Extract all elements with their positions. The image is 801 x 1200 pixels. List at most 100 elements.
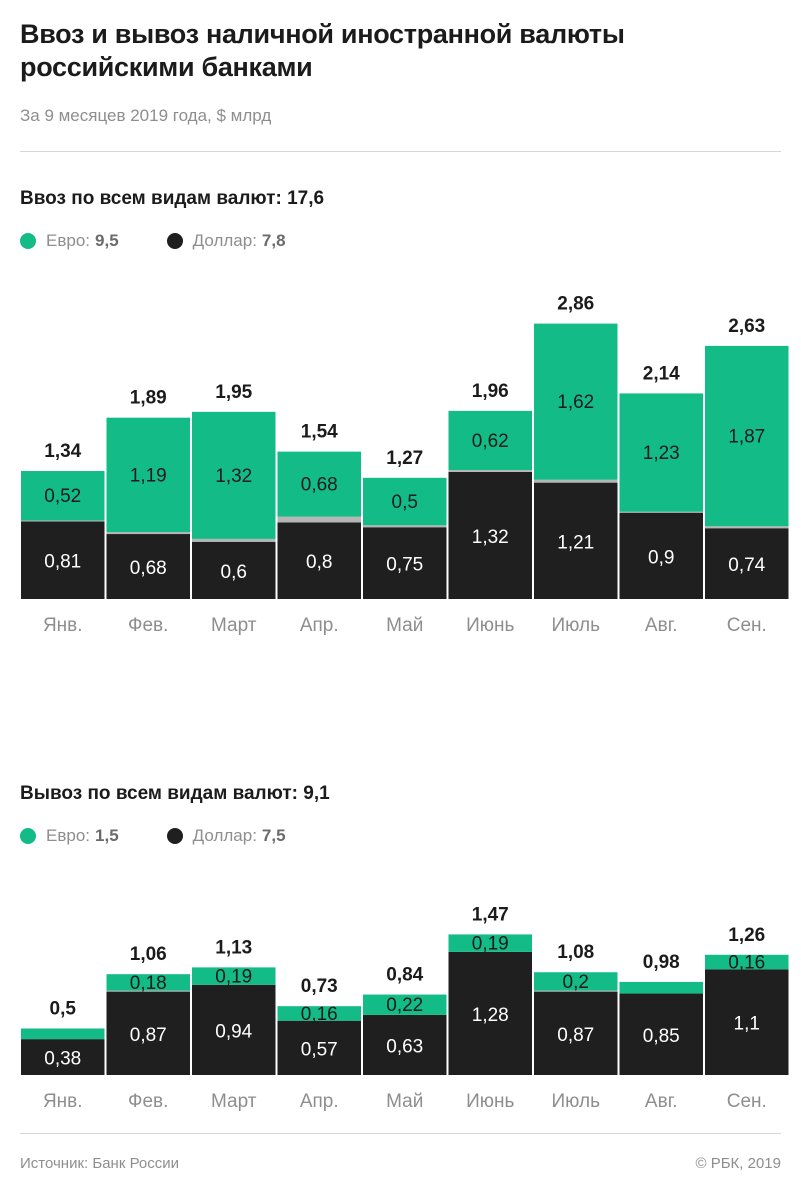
bar-segment: [704, 969, 790, 1076]
segment-value-label: 0,87: [557, 1025, 594, 1046]
segment-value-label: 1,28: [472, 1005, 509, 1026]
x-tick-label: Авг.: [645, 615, 678, 636]
bar-segment: [20, 470, 106, 521]
bar-outline: [703, 343, 791, 601]
legend-euro-value: 9,5: [95, 231, 119, 250]
segment-value-label: 0,94: [215, 1021, 252, 1042]
total-value-label: 0,73: [301, 976, 338, 997]
bar-outline: [703, 952, 791, 1077]
legend-euro-label: Евро:: [46, 826, 91, 845]
bar-segment: [533, 482, 619, 600]
bar-segment: [618, 392, 704, 512]
bar-segment: [362, 525, 448, 528]
segment-value-label: 0,22: [386, 995, 423, 1016]
bar-segment: [618, 993, 704, 1076]
bar-segment: [105, 991, 191, 1076]
bar-segment: [533, 479, 619, 483]
x-tick-label: Фев.: [128, 1091, 168, 1112]
segment-value-label: 0,18: [130, 973, 167, 994]
bar-segment: [533, 991, 619, 1076]
bar-segment: [276, 1020, 362, 1076]
segment-value-label: 0,63: [386, 1036, 423, 1057]
euro-dot-icon: [20, 828, 36, 844]
bar-segment: [276, 450, 362, 517]
legend-euro-label: Евро:: [46, 231, 91, 250]
segment-value-label: 0,16: [301, 1004, 338, 1025]
segment-value-label: 0,19: [215, 967, 252, 988]
x-tick-label: Янв.: [43, 615, 83, 636]
x-tick-label: Июль: [552, 615, 601, 636]
total-value-label: 2,63: [728, 316, 765, 337]
legend-item-euro: Евро: 9,5: [20, 231, 119, 251]
legend-dollar-label: Доллар:: [192, 826, 257, 845]
bar-segment: [704, 526, 790, 529]
segment-value-label: 0,81: [44, 552, 81, 573]
bar-segment: [105, 973, 191, 991]
x-tick-label: Фев.: [128, 615, 168, 636]
total-value-label: 0,98: [643, 952, 680, 973]
segment-value-label: 1,62: [557, 392, 594, 413]
dollar-dot-icon: [166, 828, 183, 844]
segment-value-label: 1,1: [734, 1014, 760, 1035]
chart-subtitle: За 9 месяцев 2019 года, $ млрд: [20, 106, 272, 125]
total-value-label: 1,95: [215, 382, 252, 403]
bar-segment: [191, 541, 277, 600]
legend-dollar-value: 7,5: [261, 826, 286, 845]
chart-title: Ввоз и вывоз наличной иностранной валюты…: [20, 19, 625, 82]
export-section-title: Вывоз по всем видам валют: 9,1: [20, 783, 330, 804]
total-value-label: 1,08: [557, 942, 594, 963]
bar-segment: [191, 984, 277, 1076]
bar-segment: [362, 527, 448, 600]
total-value-label: 0,84: [386, 965, 423, 986]
bar-segment: [20, 1027, 106, 1040]
x-tick-label: Июнь: [466, 1091, 514, 1112]
legend-item-dollar: Доллар: 7,5: [166, 826, 286, 846]
total-value-label: 1,13: [215, 937, 252, 958]
total-value-label: 1,54: [301, 422, 338, 443]
bar-segment: [704, 344, 790, 527]
bar-segment: [191, 966, 277, 985]
segment-value-label: 0,87: [130, 1025, 167, 1046]
total-value-label: 1,89: [130, 388, 167, 409]
total-value-label: 2,14: [643, 363, 680, 384]
segment-value-label: 0,19: [472, 934, 509, 955]
segment-value-label: 0,68: [301, 475, 338, 496]
legend-euro-value: 1,5: [95, 826, 119, 845]
segment-value-label: 0,75: [386, 555, 423, 576]
bar-segment: [105, 416, 191, 533]
bar-segment: [362, 993, 448, 1015]
export-legend: Евро: 1,5 Доллар: 7,5: [20, 826, 286, 846]
total-value-label: 1,96: [472, 381, 509, 402]
x-tick-label: Апр.: [300, 1091, 339, 1112]
total-value-label: 1,06: [130, 944, 167, 965]
segment-value-label: 0,8: [306, 552, 332, 573]
import-bar-chart: 0,81 0,52 1,34 Янв. 0,68 1,19 1,89 Фев. 0,6 1,32 1…: [19, 294, 791, 636]
segment-value-label: 0,6: [221, 562, 247, 583]
bar-segment: [618, 512, 704, 600]
legend-dollar-value: 7,8: [261, 231, 286, 250]
segment-value-label: 1,21: [557, 532, 594, 553]
x-tick-label: Март: [211, 1091, 257, 1112]
total-value-label: 1,34: [44, 441, 81, 462]
x-tick-label: Май: [386, 1091, 423, 1112]
segment-value-label: 0,5: [392, 492, 418, 513]
total-value-label: 1,27: [386, 448, 423, 469]
x-tick-label: Апр.: [300, 615, 339, 636]
segment-value-label: 0,16: [728, 953, 765, 974]
bar-segment: [447, 409, 533, 471]
total-value-label: 1,26: [728, 925, 765, 946]
x-tick-label: Июль: [552, 1091, 601, 1112]
total-value-label: 1,47: [472, 904, 509, 925]
export-bar-chart: 0,38 0,5 Янв. 0,87 0,18 1,06 Фев. 0,94 0,19 1,13 М…: [19, 904, 791, 1112]
bar-segment: [533, 990, 619, 992]
segment-value-label: 0,9: [648, 547, 674, 568]
segment-value-label: 1,19: [130, 465, 167, 486]
import-section-title: Ввоз по всем видам валют: 17,6: [20, 188, 325, 209]
bar-segment: [447, 933, 533, 952]
segment-value-label: 0,57: [301, 1039, 338, 1060]
segment-value-label: 0,74: [728, 555, 765, 576]
x-tick-label: Янв.: [43, 1091, 83, 1112]
x-tick-label: Авг.: [645, 1091, 678, 1112]
legend-item-euro: Евро: 1,5: [20, 826, 119, 846]
segment-value-label: 1,32: [472, 527, 509, 548]
